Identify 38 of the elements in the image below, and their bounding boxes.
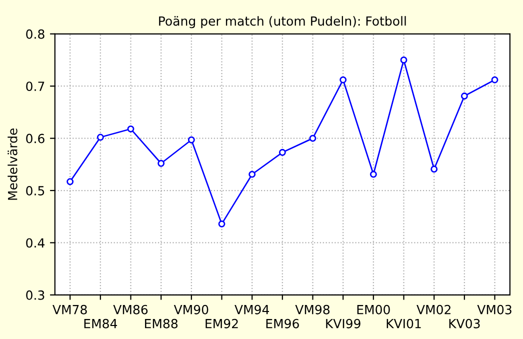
x-tick-label: EM88 bbox=[145, 318, 178, 328]
point bbox=[278, 148, 286, 156]
y-axis-title: Medelvärde bbox=[8, 128, 18, 200]
x-tick-label: KVI01 bbox=[386, 318, 421, 328]
point bbox=[430, 166, 438, 173]
y-tick-label: 0.6 bbox=[26, 134, 44, 144]
point bbox=[340, 76, 347, 84]
x-tick-label: VM90 bbox=[174, 304, 208, 314]
point bbox=[218, 220, 226, 228]
point bbox=[158, 160, 165, 167]
point bbox=[248, 170, 256, 178]
y-tick-label: 0.5 bbox=[26, 186, 44, 196]
point bbox=[370, 170, 377, 178]
y-tick-label: 0.3 bbox=[26, 290, 44, 300]
x-tick-label: EM00 bbox=[357, 304, 390, 314]
x-tick-label: VM78 bbox=[52, 304, 87, 314]
y-tick-label: 0.4 bbox=[26, 238, 44, 248]
point bbox=[309, 134, 316, 142]
point bbox=[127, 125, 134, 132]
y-tick-label: 0.8 bbox=[26, 29, 44, 39]
x-tick-label: KV03 bbox=[449, 318, 480, 328]
y-tick-label: 0.7 bbox=[26, 82, 44, 92]
x-tick-label: EM92 bbox=[206, 318, 238, 328]
point bbox=[96, 134, 104, 141]
point bbox=[66, 178, 74, 186]
point bbox=[188, 136, 195, 144]
x-tick-label: VM94 bbox=[234, 304, 270, 314]
x-tick-label: VM98 bbox=[295, 304, 330, 314]
point bbox=[460, 92, 468, 100]
x-tick-label: KVI99 bbox=[326, 318, 360, 328]
point bbox=[400, 56, 408, 64]
chart-title: Poäng per match (utom Pudeln): Fotboll bbox=[159, 16, 406, 28]
x-tick-label: VM02 bbox=[416, 304, 450, 314]
x-tick-label: VM86 bbox=[113, 304, 148, 314]
x-tick-label: EM96 bbox=[266, 318, 299, 328]
x-tick-label: VM03 bbox=[477, 304, 512, 314]
x-tick-label: EM84 bbox=[84, 318, 118, 328]
point bbox=[491, 76, 498, 84]
